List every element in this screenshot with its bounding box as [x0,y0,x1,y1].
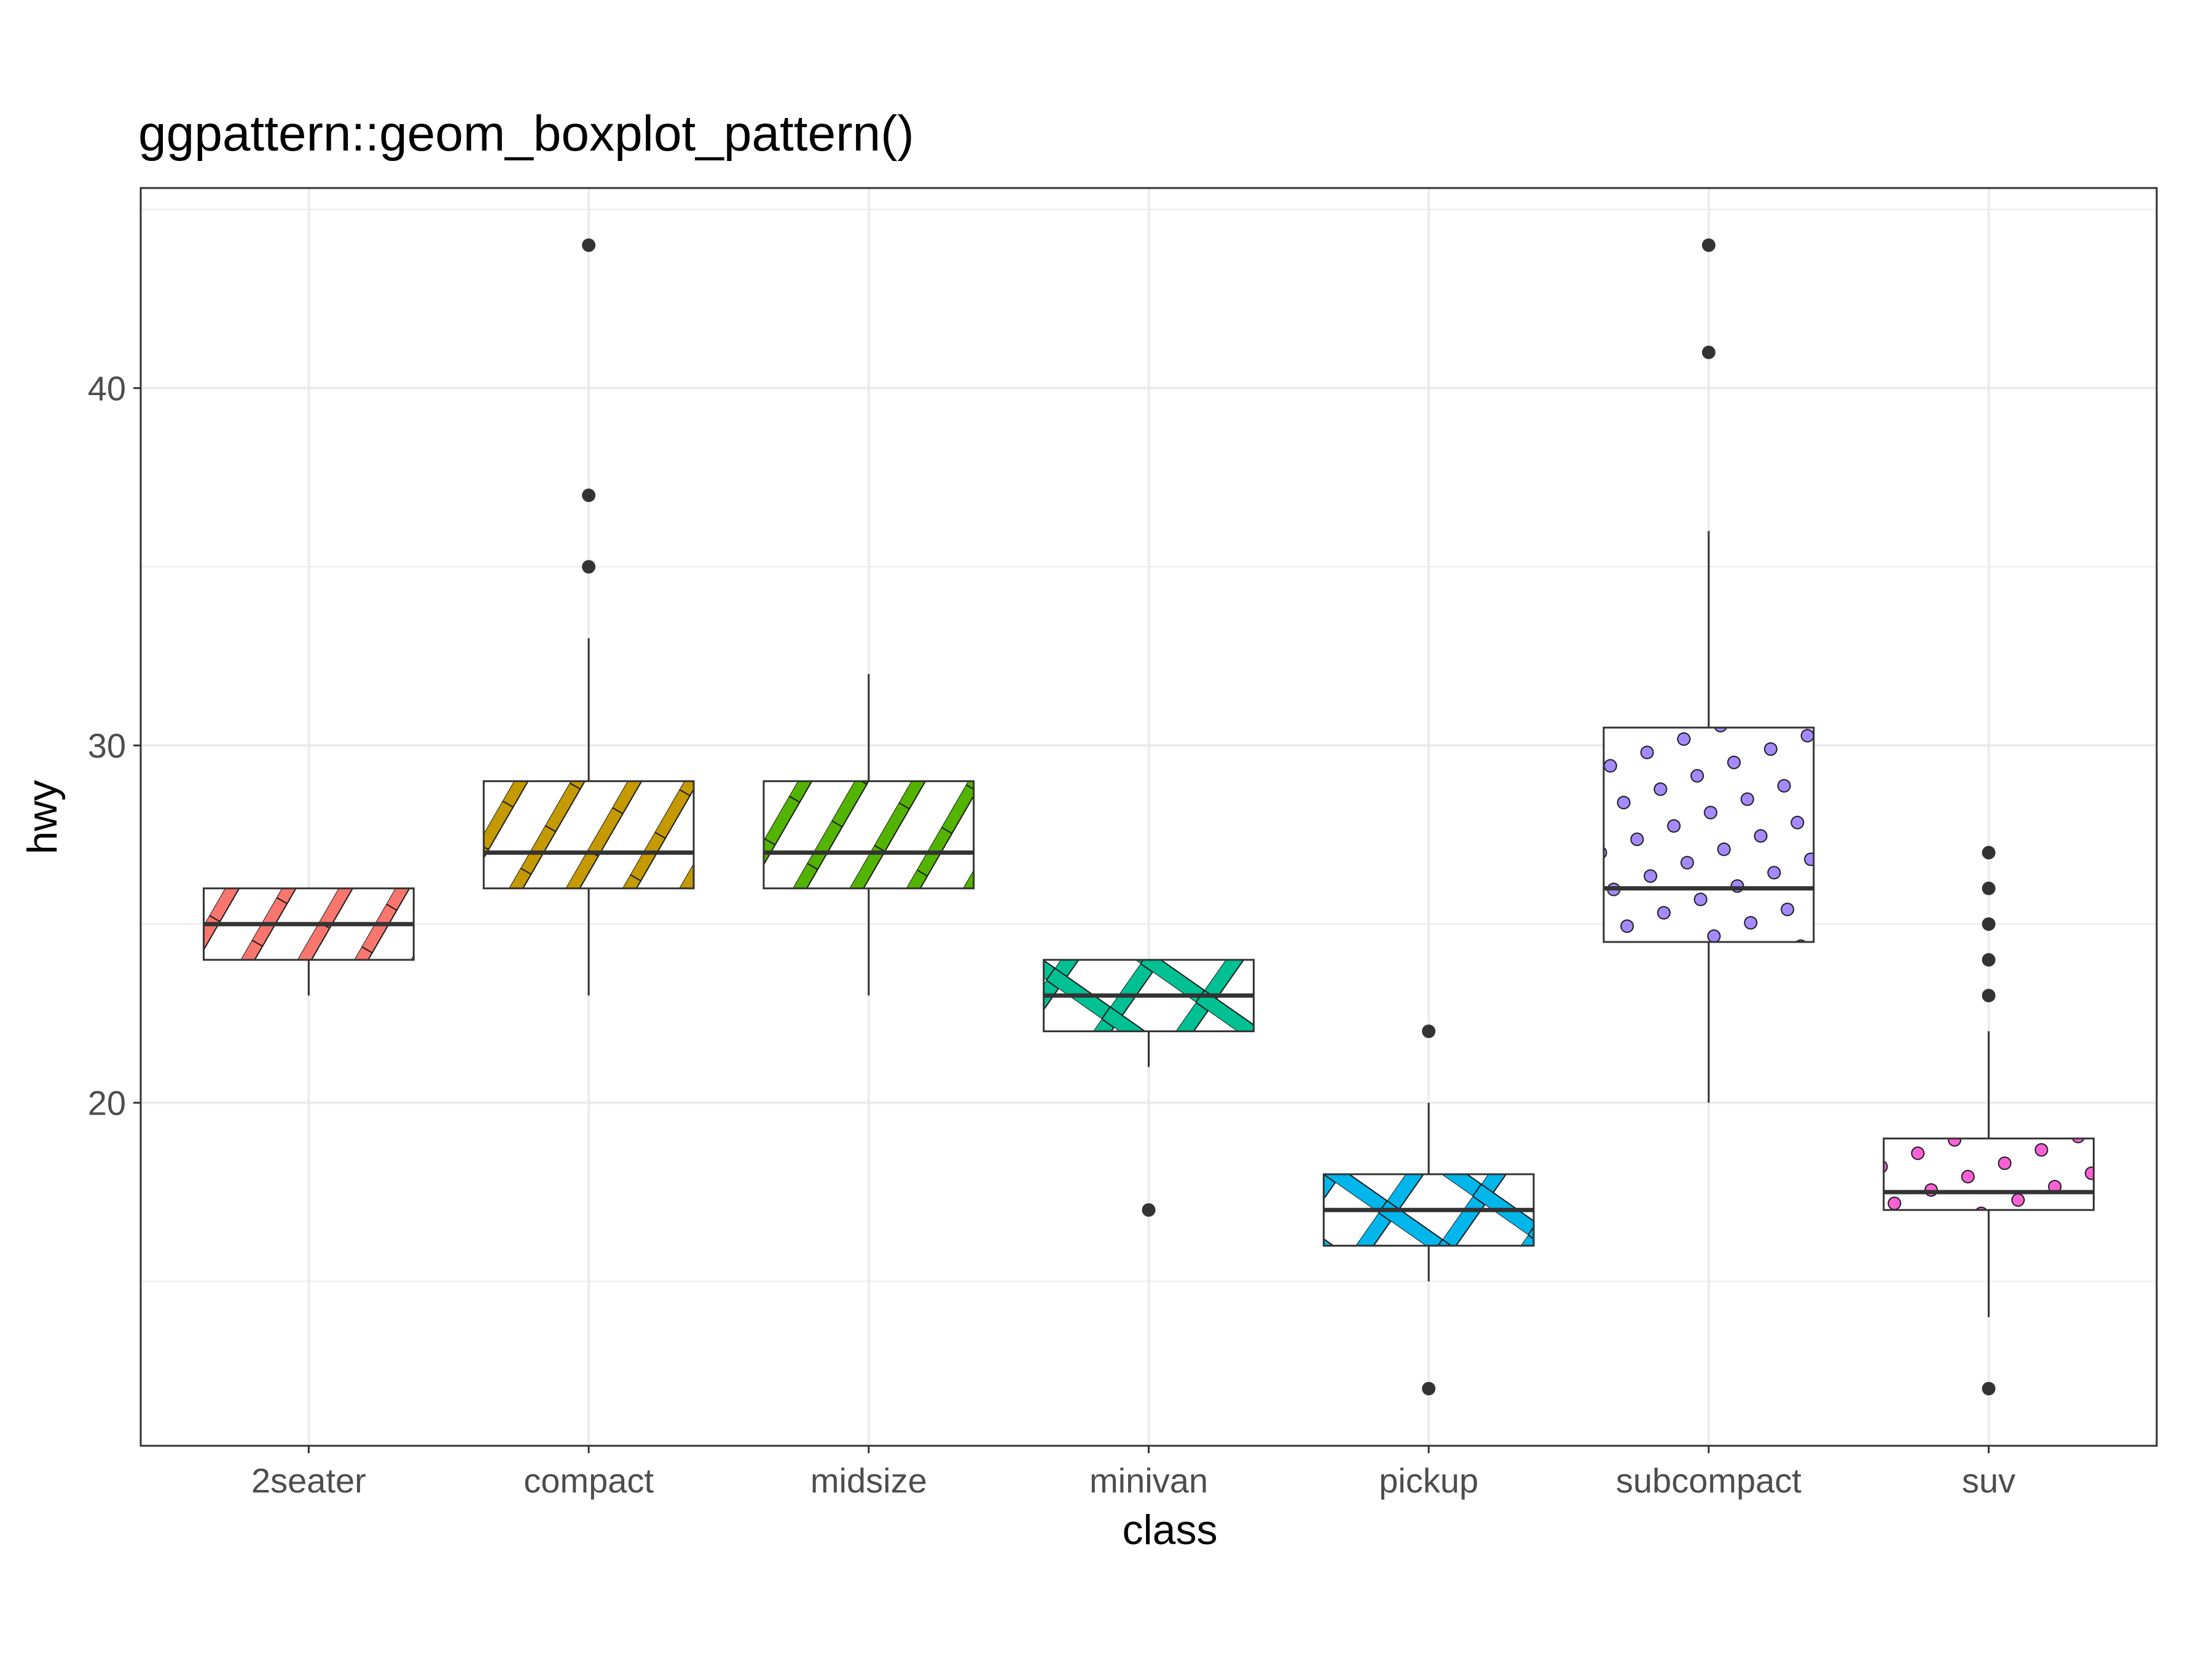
box-body [1883,1137,2095,1211]
box-compact [482,238,695,996]
x-tick-label: midsize [810,1461,927,1500]
x-axis-title: class [1123,1507,1218,1553]
outlier-point [1422,1381,1436,1395]
outlier-point [582,238,596,253]
x-tick-label: 2seater [251,1461,366,1500]
box-pickup [1322,1024,1535,1395]
outlier-point [1701,345,1716,359]
outlier-point [1982,881,1996,895]
outlier-point [1142,1203,1156,1217]
box-suv [1883,845,2095,1395]
x-tick-label: pickup [1379,1461,1478,1500]
box-midsize [763,673,975,996]
y-tick-label: 20 [88,1084,126,1123]
y-axis-title: hwy [19,780,66,855]
box-minivan [1043,959,1255,1217]
box-body [763,780,975,890]
outlier-point [1701,238,1716,253]
box-layer [203,238,2095,1395]
y-tick-label: 30 [88,726,126,765]
y-tick-label: 40 [88,369,126,408]
outlier-point [1422,1024,1436,1038]
outlier-point [1982,989,1996,1003]
x-tick-label: suv [1962,1461,2015,1500]
box-2seater [203,887,415,996]
outlier-point [1982,845,1996,860]
x-tick-label: subcompact [1616,1461,1802,1500]
box-body [1602,726,1815,943]
axis-ticks: 20 30 40 2seater compact midsize minivan pickup… [88,369,2015,1500]
x-tick-label: compact [524,1461,654,1500]
outlier-point [582,560,596,574]
outlier-point [1982,1381,1996,1395]
outlier-point [582,488,596,503]
outlier-point [1982,917,1996,931]
chart-title: ggpattern::geom_boxplot_pattern() [138,106,914,162]
box-subcompact [1602,238,1815,1103]
box-body [482,780,695,890]
x-tick-label: minivan [1089,1461,1208,1500]
outlier-point [1982,953,1996,967]
